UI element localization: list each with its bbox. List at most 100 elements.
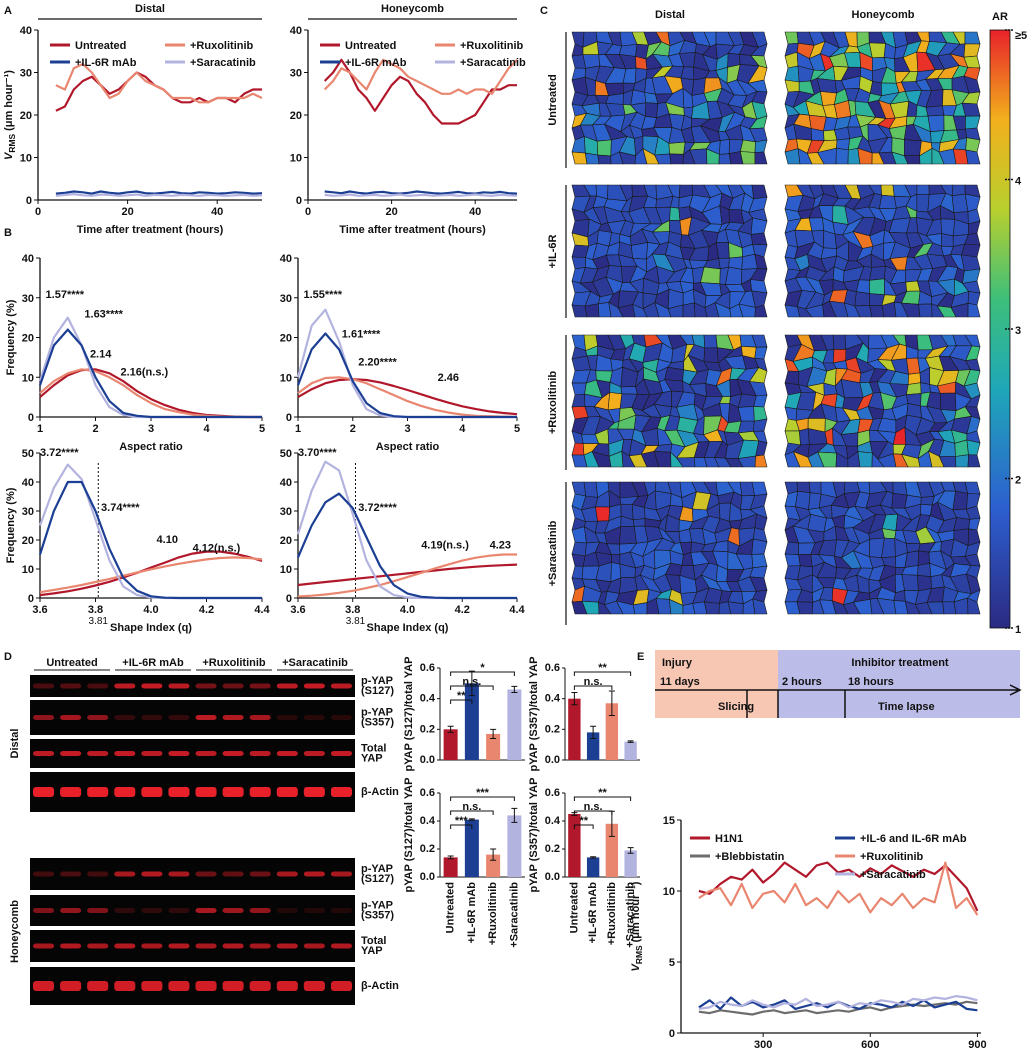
error-bar [590, 856, 597, 859]
cell [966, 493, 981, 510]
y-tick-label: 30 [22, 506, 34, 518]
cell [664, 366, 684, 382]
y-tick-label: 10 [22, 372, 34, 384]
x-tick-label: 20 [121, 206, 133, 218]
y-tick-label: 30 [290, 68, 302, 80]
blot-band [87, 715, 109, 720]
y-axis-label: VRMS (μm hour⁻¹) [3, 70, 17, 160]
blot-band [114, 908, 136, 913]
phase-box [655, 650, 778, 718]
cell [965, 115, 981, 130]
blot-band [114, 871, 136, 877]
blot-strip [30, 675, 355, 697]
x-tick-label: 4 [459, 423, 466, 435]
y-tick-label: 30 [280, 506, 292, 518]
x-tick-label: 4.2 [199, 604, 214, 616]
cell [962, 268, 981, 284]
cell [967, 302, 981, 318]
bar [443, 729, 458, 760]
cell [879, 194, 897, 210]
significance-label: n.s. [462, 801, 481, 813]
series-line [55, 190, 263, 195]
annotation: 1.63**** [84, 309, 123, 321]
annotation: 3.72**** [358, 502, 397, 514]
reference-label: 3.81 [346, 616, 366, 627]
blot-band [303, 751, 325, 756]
y-tick-label: 10 [663, 886, 675, 898]
cell [869, 278, 885, 296]
timeline-step: 18 hours [848, 676, 894, 688]
x-tick-label: 5 [259, 423, 265, 435]
blot-band [249, 908, 271, 913]
cell [939, 392, 957, 412]
y-axis-label-part: (μm hour⁻¹) [630, 881, 642, 942]
blot-band [222, 981, 244, 991]
y-tick-label: 0 [669, 1028, 675, 1040]
panel-label: B [4, 227, 12, 239]
y-axis-label-part: RMS [7, 133, 17, 152]
blot-band [87, 943, 109, 949]
cell [784, 541, 800, 556]
error-bar [511, 685, 518, 694]
cell [738, 420, 755, 434]
cell [597, 154, 612, 165]
cell [739, 139, 756, 153]
cell [925, 105, 945, 117]
y-tick-label: 0 [26, 195, 32, 207]
cell [630, 242, 649, 260]
cell-mosaic [571, 481, 768, 615]
cell [700, 266, 721, 285]
significance-label: n.s. [584, 676, 603, 688]
cell [751, 553, 768, 569]
x-tick-label: 40 [469, 206, 481, 218]
blot-band [114, 751, 136, 756]
cell [754, 151, 768, 165]
error-bar [511, 807, 518, 823]
y-tick-label: 40 [20, 25, 32, 37]
colorbar-tick-label: 1 [1015, 624, 1021, 636]
legend-label: +Ruxolitinib [860, 851, 924, 863]
series-line [323, 58, 518, 95]
band-label: YAP [361, 753, 383, 765]
significance-bracket [450, 796, 515, 801]
blot-band [33, 787, 55, 797]
blot-band [141, 871, 163, 877]
blot-band [141, 715, 163, 720]
x-tick-label: 1 [37, 423, 43, 435]
cell [795, 490, 811, 510]
blot-band [249, 871, 271, 877]
cell [750, 217, 768, 235]
cell [816, 78, 837, 94]
significance-bracket [573, 671, 632, 676]
series-line [38, 328, 262, 419]
series-line [39, 550, 263, 597]
cell [632, 602, 648, 615]
y-tick-label: 20 [22, 333, 34, 345]
significance-label: ** [457, 690, 466, 702]
x-axis-label: Shape Index (q) [367, 622, 449, 634]
x-tick-label: Untreated [445, 882, 457, 933]
colorbar-tick-label: 4 [1015, 176, 1022, 188]
cell [751, 184, 768, 200]
y-tick-label: 10 [280, 372, 292, 384]
cell [940, 233, 954, 247]
y-tick-label: 10 [20, 153, 32, 165]
cell [784, 406, 798, 421]
cell [808, 217, 825, 232]
bar [586, 732, 600, 760]
y-tick-label: 0 [28, 412, 34, 424]
legend-label: +Saracatinib [860, 869, 926, 881]
y-tick-label: 30 [20, 68, 32, 80]
significance-bracket [450, 685, 494, 690]
y-tick-label: 0.0 [545, 871, 560, 883]
row-label: Untreated [547, 74, 559, 125]
lane-label: +Saracatinib [282, 657, 348, 669]
cell [808, 481, 822, 495]
bar [486, 733, 501, 760]
phase-box [778, 650, 1020, 718]
band-label: Total [361, 743, 386, 755]
panel-label: E [637, 651, 644, 663]
x-tick-label: +Ruxolitinib [487, 882, 499, 946]
y-tick-label: 0.4 [420, 693, 436, 705]
